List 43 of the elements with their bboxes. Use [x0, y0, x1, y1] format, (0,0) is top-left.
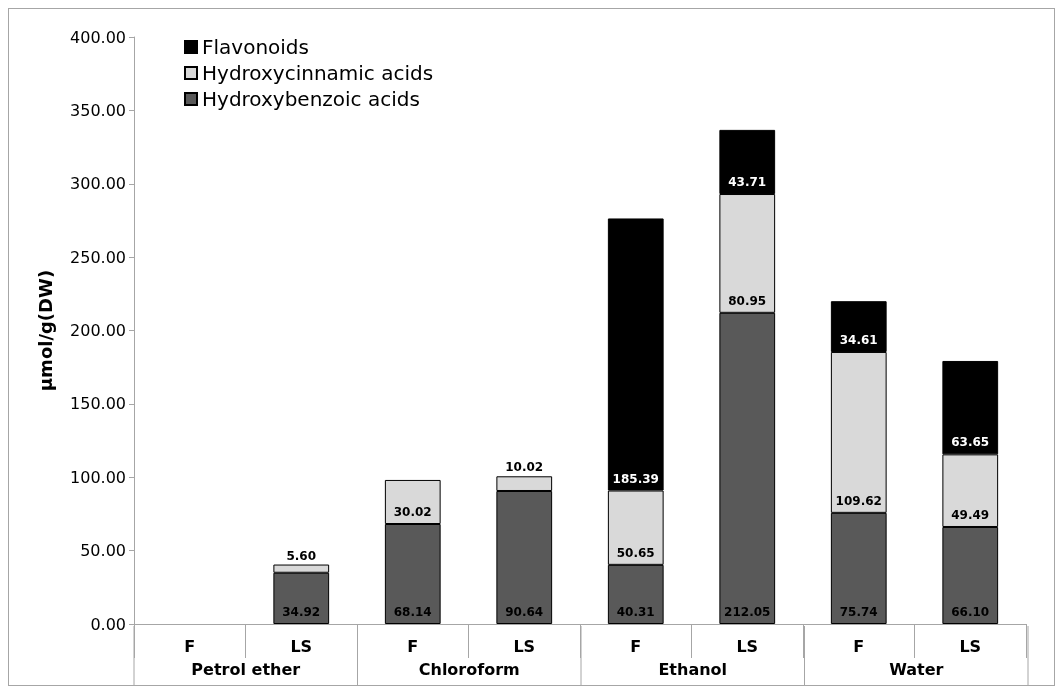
x-tick-label: F: [407, 636, 419, 656]
text: Petrol ether: [191, 659, 301, 679]
text: Water: [889, 659, 944, 679]
data-label: 212.05: [724, 605, 771, 619]
x-tick-label: LS: [513, 636, 536, 656]
data-label: 109.62: [835, 493, 882, 508]
y-tick-label: 400.00: [70, 27, 126, 47]
y-tick-label: 0.00: [90, 614, 126, 634]
y-tick-label: 350.00: [70, 100, 126, 120]
legend-label: Hydroxycinnamic acids: [202, 61, 434, 85]
data-label: 30.02: [393, 505, 432, 519]
data-label: 34.92: [282, 605, 321, 619]
data-label: 80.95: [728, 293, 767, 308]
x-tick-label: LS: [290, 636, 313, 656]
data-label: 40.31: [616, 605, 655, 619]
data-label: 49.49: [951, 508, 990, 522]
y-tick-label: 300.00: [70, 174, 126, 194]
data-label: 50.65: [616, 545, 655, 560]
data-label: 5.60: [286, 548, 317, 563]
data-label: 75.74: [839, 605, 878, 619]
data-label: 90.64: [505, 605, 544, 619]
y-tick-label: 250.00: [70, 247, 126, 267]
x-tick-label: LS: [736, 636, 759, 656]
data-label: 34.61: [839, 332, 878, 347]
y-tick-label: 100.00: [70, 467, 126, 487]
data-label: 43.71: [728, 175, 767, 190]
text: Ethanol: [658, 659, 728, 679]
legend-label: Hydroxybenzoic acids: [202, 87, 420, 111]
x-tick-label: F: [630, 636, 642, 656]
data-label: 66.10: [951, 605, 990, 619]
x-tick-label: F: [184, 636, 196, 656]
data-label: 185.39: [612, 471, 659, 486]
data-label: 63.65: [951, 435, 990, 450]
legend-label: Flavonoids: [202, 35, 309, 59]
y-tick-label: 50.00: [80, 541, 126, 561]
y-tick-label: 200.00: [70, 321, 126, 340]
text: Chloroform: [418, 659, 520, 679]
y-tick-label: 150.00: [70, 394, 126, 414]
data-label: 10.02: [505, 460, 544, 475]
data-label: 68.14: [393, 605, 432, 619]
y-axis-title: μmol/g(DW): [34, 269, 56, 392]
x-tick-label: LS: [959, 636, 982, 656]
x-tick-label: F: [853, 636, 865, 656]
